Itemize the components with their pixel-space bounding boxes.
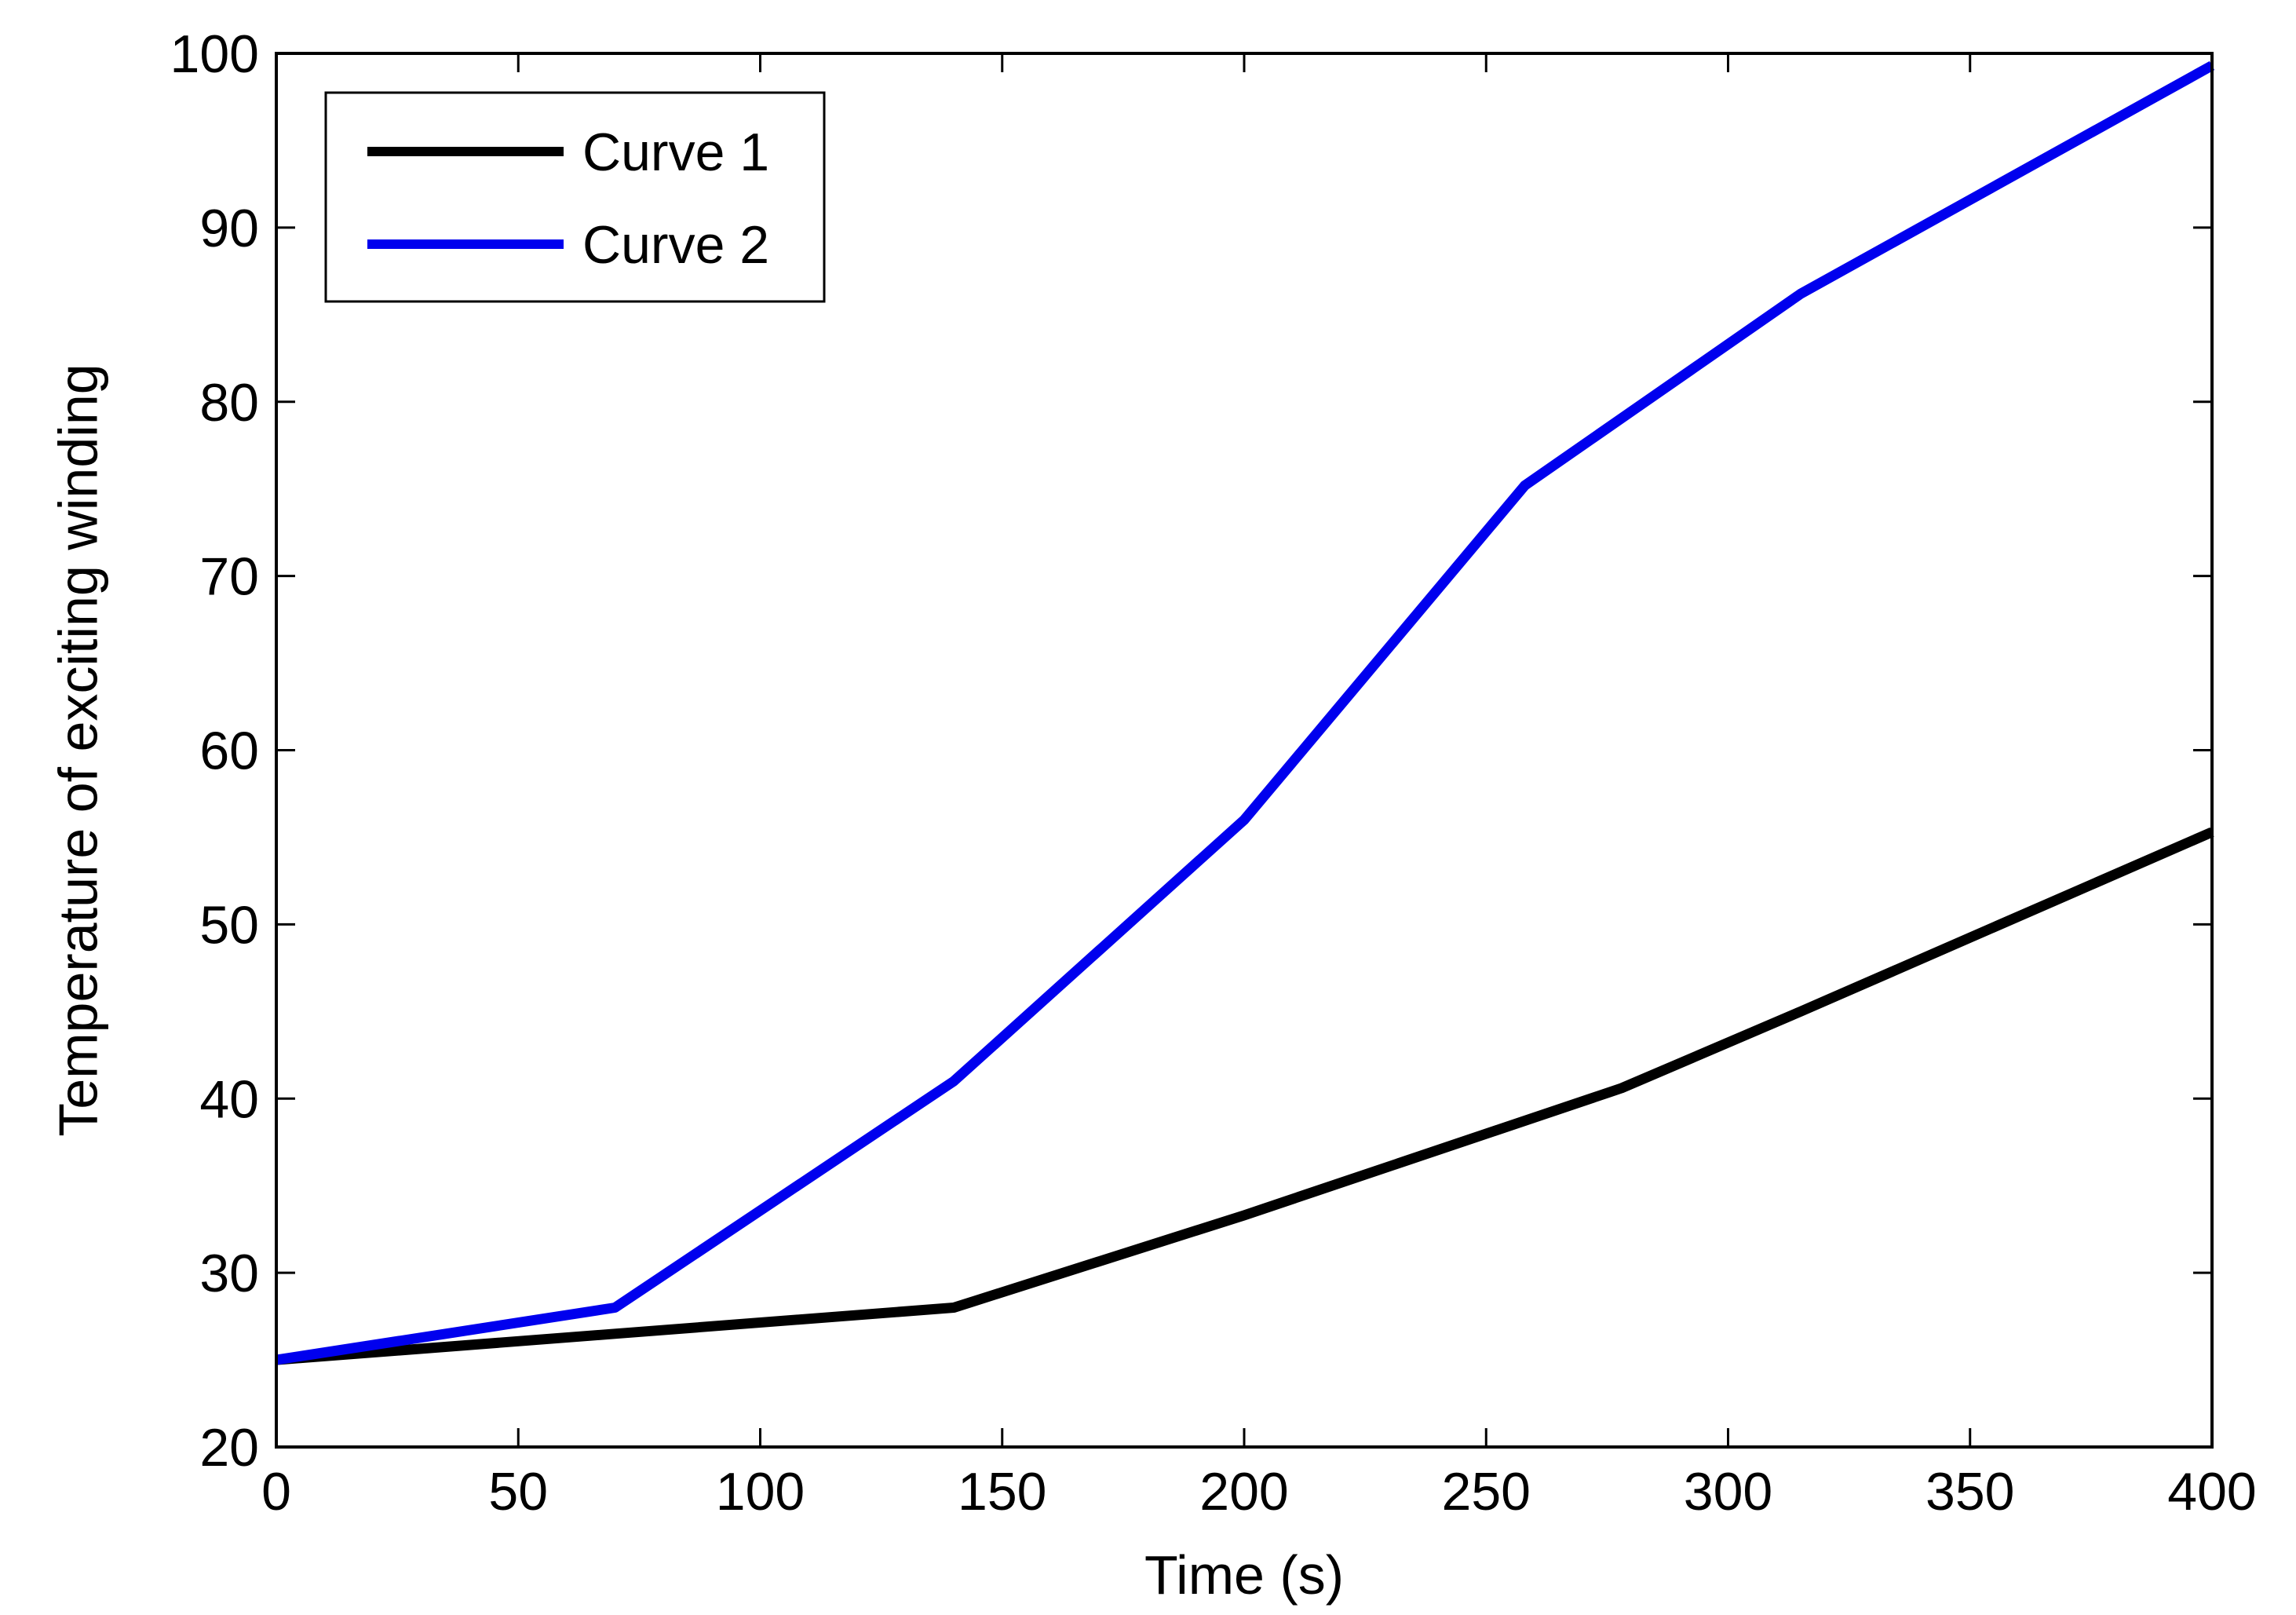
y-tick-label: 70 xyxy=(199,547,259,607)
x-tick-label: 150 xyxy=(958,1462,1046,1522)
x-tick-label: 0 xyxy=(261,1462,291,1522)
y-tick-label: 60 xyxy=(199,722,259,781)
series-line-curve-1 xyxy=(276,827,2214,1365)
ticks-layer: 0 50 100 150 200 250 300 350 400 20 30 40 50 60 70 80 90… xyxy=(170,24,2257,1522)
x-tick-label: 50 xyxy=(488,1462,548,1522)
legend-label-curve-2: Curve 2 xyxy=(582,215,769,275)
legend-label-curve-1: Curve 1 xyxy=(582,122,769,182)
x-tick-label: 250 xyxy=(1442,1462,1531,1522)
x-tick-label: 300 xyxy=(1684,1462,1772,1522)
plot-layer xyxy=(276,60,2215,1365)
y-tick-label: 100 xyxy=(170,24,259,84)
y-tick-label: 20 xyxy=(199,1418,259,1478)
y-tick-label: 30 xyxy=(199,1244,259,1303)
x-tick-label: 400 xyxy=(2167,1462,2256,1522)
y-tick-label: 50 xyxy=(199,895,259,955)
x-axis-label: Time (s) xyxy=(1144,1544,1344,1606)
x-tick-label: 100 xyxy=(716,1462,805,1522)
series-line-curve-2 xyxy=(276,60,2215,1365)
x-tick-label: 350 xyxy=(1926,1462,2014,1522)
y-tick-label: 90 xyxy=(199,199,259,258)
legend: Curve 1 Curve 2 xyxy=(324,91,826,303)
x-tick-label: 200 xyxy=(1199,1462,1288,1522)
y-tick-label: 40 xyxy=(199,1069,259,1129)
y-axis-label: Temperature of exciting winding xyxy=(47,364,108,1136)
legend-box xyxy=(324,91,826,303)
y-tick-label: 80 xyxy=(199,373,259,433)
